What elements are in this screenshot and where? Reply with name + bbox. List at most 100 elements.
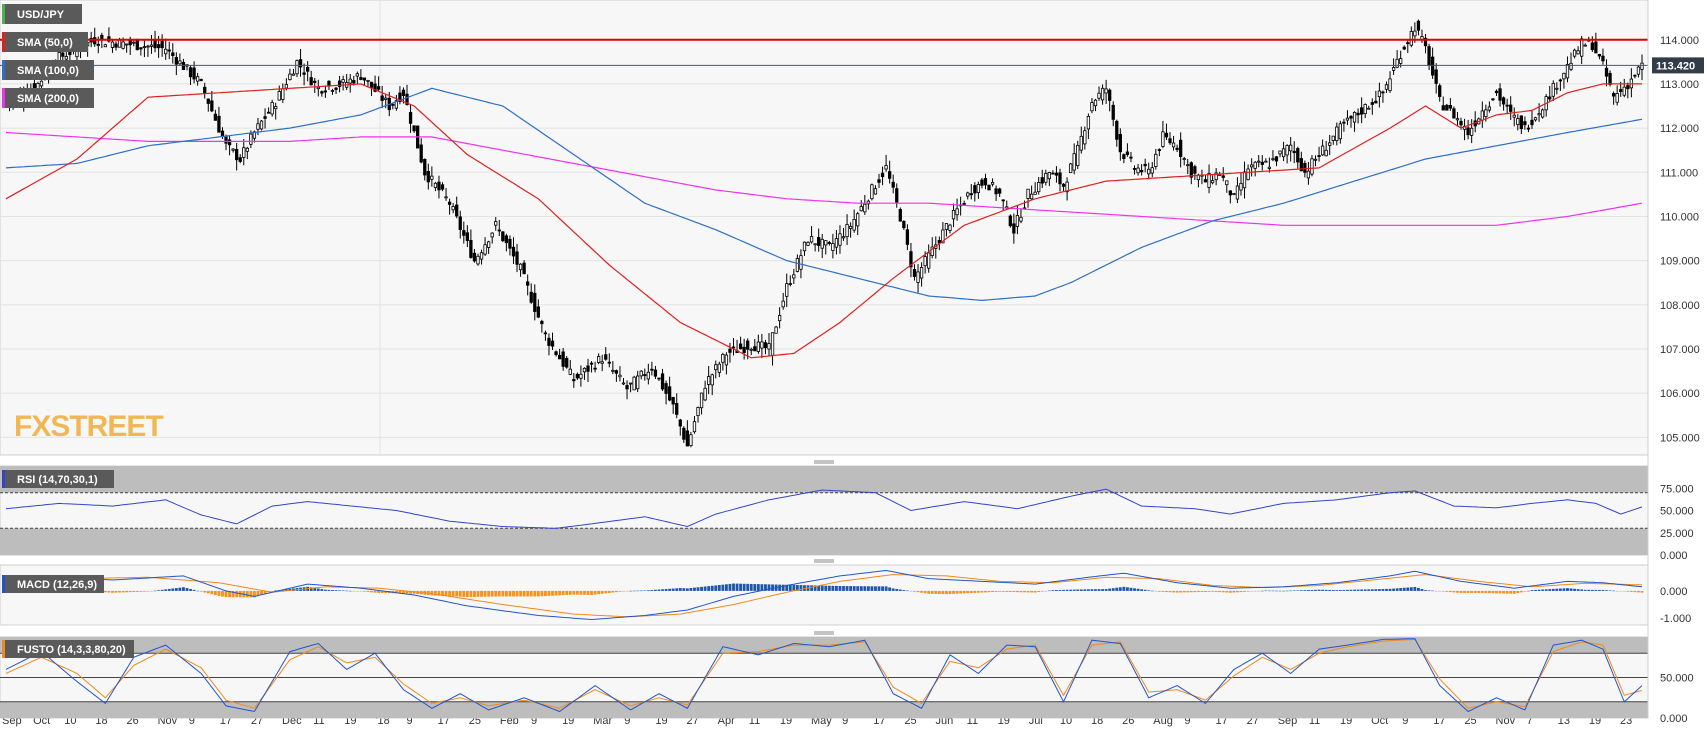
candle-body bbox=[1012, 223, 1016, 234]
candle-body bbox=[731, 346, 736, 349]
macd-histogram-bar bbox=[213, 590, 217, 596]
macd-histogram-bar bbox=[1033, 590, 1037, 593]
candle-body bbox=[125, 43, 129, 46]
macd-histogram-bar bbox=[1055, 590, 1058, 591]
y-tick-label: 108.000 bbox=[1660, 300, 1700, 312]
macd-histogram-bar bbox=[1530, 590, 1534, 591]
macd-histogram-bar bbox=[1637, 590, 1640, 593]
macd-histogram-bar bbox=[121, 590, 125, 593]
candle-body bbox=[430, 175, 434, 180]
candle-body bbox=[1186, 164, 1190, 167]
macd-histogram-bar bbox=[444, 590, 448, 597]
candle-body bbox=[927, 252, 931, 269]
macd-histogram-bar bbox=[1448, 590, 1452, 593]
macd-histogram-bar bbox=[572, 590, 576, 595]
macd-histogram-bar bbox=[1456, 590, 1459, 593]
x-tick-label: 9 bbox=[842, 715, 848, 727]
macd-histogram-bar bbox=[1243, 590, 1246, 592]
candle-body bbox=[1274, 156, 1279, 162]
macd-histogram-bar bbox=[490, 590, 494, 597]
candle-body bbox=[1324, 149, 1328, 157]
macd-histogram-bar bbox=[128, 590, 132, 593]
candle-body bbox=[359, 77, 363, 80]
candle-body bbox=[249, 133, 253, 145]
candle-body bbox=[1576, 50, 1580, 55]
candle-body bbox=[213, 113, 218, 121]
candle-body bbox=[689, 434, 693, 447]
macd-histogram-bar bbox=[196, 590, 200, 592]
macd-histogram-bar bbox=[959, 590, 963, 594]
macd-histogram-bar bbox=[1573, 588, 1576, 591]
candle-body bbox=[1037, 182, 1041, 193]
y-tick-label: 113.000 bbox=[1660, 79, 1699, 91]
sma-200-line bbox=[5, 131, 1643, 226]
candle-body bbox=[646, 371, 650, 380]
macd-histogram-bar bbox=[366, 590, 370, 592]
macd-histogram-bar bbox=[107, 590, 111, 593]
candle-body bbox=[61, 52, 65, 57]
macd-histogram-bar bbox=[441, 590, 444, 596]
candle-body bbox=[969, 193, 973, 196]
candle-body bbox=[550, 340, 555, 347]
candle-body bbox=[405, 93, 409, 105]
macd-histogram-bar bbox=[1495, 590, 1498, 594]
candle-body bbox=[472, 252, 477, 262]
candle-body bbox=[948, 224, 952, 231]
candle-body bbox=[160, 40, 164, 49]
candle-body bbox=[817, 237, 821, 246]
candle-body bbox=[540, 320, 544, 325]
macd-histogram-bar bbox=[905, 590, 909, 592]
macd-histogram-bar bbox=[189, 588, 192, 591]
candle-body bbox=[369, 81, 374, 88]
candle-body bbox=[164, 48, 168, 55]
macd-histogram-bar bbox=[593, 590, 597, 595]
macd-histogram-bar bbox=[1321, 589, 1325, 591]
macd-histogram-bar bbox=[1207, 590, 1211, 592]
candle-body bbox=[1512, 114, 1516, 118]
candle-body bbox=[586, 365, 590, 372]
candle-body bbox=[1303, 162, 1307, 173]
macd-histogram-bar bbox=[1267, 590, 1271, 592]
candle-body bbox=[738, 343, 743, 350]
macd-histogram-bar bbox=[661, 589, 664, 591]
macd-histogram-bar bbox=[1516, 590, 1520, 594]
x-tick-label: 9 bbox=[1402, 715, 1408, 727]
candle-body bbox=[600, 361, 604, 364]
sma-100-line bbox=[5, 87, 1643, 302]
macd-histogram-bar bbox=[1353, 589, 1356, 591]
candle-body bbox=[132, 41, 136, 44]
macd-histogram-bar bbox=[433, 590, 437, 596]
macd-histogram-bar bbox=[256, 590, 260, 597]
candle-body bbox=[838, 233, 842, 246]
macd-histogram-bar bbox=[497, 590, 501, 597]
macd-histogram-bar bbox=[182, 587, 185, 591]
macd-histogram-bar bbox=[1555, 588, 1559, 591]
macd-tick-label: 0.000 bbox=[1660, 586, 1688, 598]
macd-histogram-bar bbox=[760, 584, 764, 591]
macd-histogram-bar bbox=[228, 590, 231, 598]
macd-histogram-bar bbox=[1005, 590, 1009, 592]
candle-body bbox=[1533, 117, 1538, 121]
candle-body bbox=[451, 206, 455, 211]
candle-body bbox=[1487, 106, 1492, 111]
macd-histogram-bar bbox=[1519, 590, 1523, 593]
y-tick-label: 114.000 bbox=[1660, 35, 1699, 47]
macd-histogram-bar bbox=[998, 590, 1002, 592]
macd-histogram-bar bbox=[764, 584, 767, 591]
macd-histogram-bar bbox=[590, 590, 593, 595]
candle-body bbox=[1264, 160, 1268, 163]
macd-histogram-bar bbox=[185, 588, 189, 591]
macd-histogram-bar bbox=[526, 590, 530, 597]
candle-body bbox=[1313, 158, 1318, 161]
candle-body bbox=[1281, 148, 1286, 158]
candle-body bbox=[195, 76, 200, 82]
macd-histogram-bar bbox=[150, 590, 153, 592]
macd-swatch bbox=[2, 575, 5, 593]
macd-histogram-bar bbox=[1342, 589, 1346, 591]
macd-histogram-bar bbox=[345, 590, 349, 592]
candle-body bbox=[767, 343, 771, 350]
macd-histogram-bar bbox=[909, 590, 913, 592]
macd-histogram-bar bbox=[930, 590, 934, 594]
candle-body bbox=[1360, 107, 1364, 115]
candle-body bbox=[976, 184, 981, 193]
